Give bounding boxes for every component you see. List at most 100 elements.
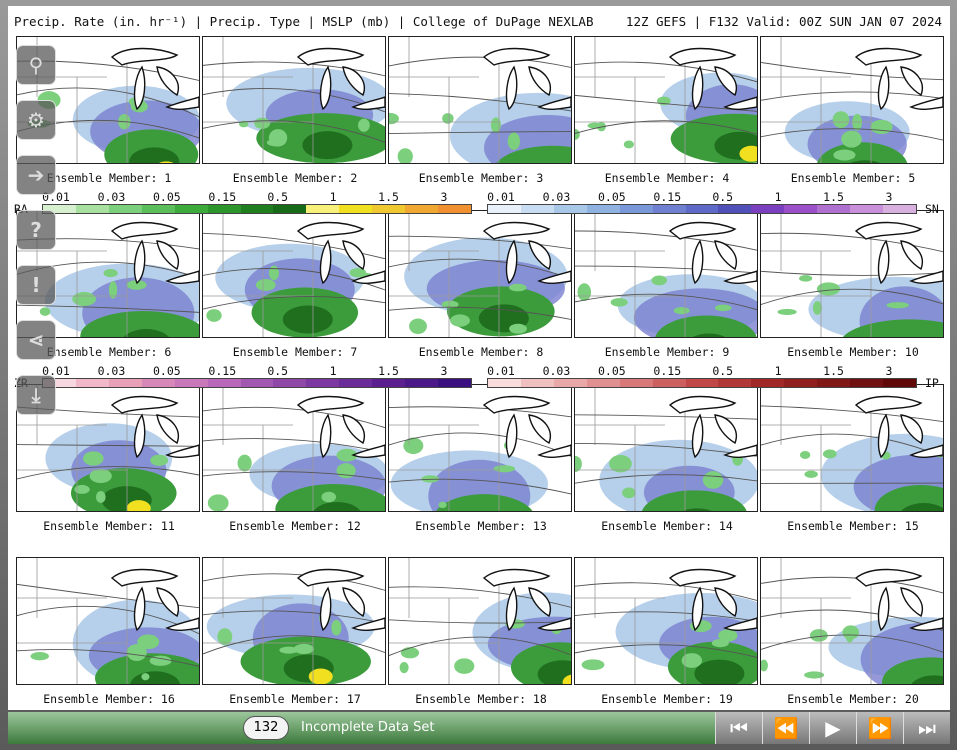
map-panel: [381, 36, 626, 196]
step-back-button[interactable]: ⏪: [762, 712, 809, 744]
panel-label: Ensemble Member: 16: [43, 692, 175, 706]
legend-tick-label: 1: [329, 364, 337, 378]
color-swatch: [174, 205, 208, 213]
legend-tick-label: 0.03: [542, 190, 571, 204]
first-frame-button[interactable]: ⏮: [715, 712, 762, 744]
run-info: 12Z GEFS | F132 Valid: 00Z SUN JAN 07 20…: [625, 14, 942, 29]
legend-tick-label: 0.03: [97, 364, 126, 378]
help-tool[interactable]: ?: [16, 210, 56, 250]
play-button[interactable]: ▶: [809, 712, 856, 744]
player-bar: 132 Incomplete Data Set ⏮ ⏪ ▶ ⏩ ⏭: [8, 712, 950, 744]
color-swatch: [553, 379, 587, 387]
color-swatch: [883, 205, 916, 213]
product-title: Precip. Rate (in. hr⁻¹) | Precip. Type |…: [14, 14, 594, 29]
location-tool[interactable]: ⚲: [16, 45, 56, 85]
panel-label: Ensemble Member: 20: [787, 692, 919, 706]
map-image: [202, 37, 393, 164]
color-swatch: [751, 379, 785, 387]
precip-type-label: IP: [925, 376, 939, 390]
legend-tick-label: 0.03: [542, 364, 571, 378]
color-swatch: [273, 205, 307, 213]
legend-tick-label: 0.15: [208, 190, 237, 204]
status-text: Incomplete Data Set: [301, 720, 435, 735]
legend-tick-label: 0.01: [487, 364, 515, 378]
map-panel: [16, 557, 210, 704]
color-bar: [487, 204, 917, 214]
panel-label: Ensemble Member: 14: [601, 519, 733, 533]
legend-tick-label: 1: [774, 190, 782, 204]
precip-type-label: SN: [925, 202, 939, 216]
color-swatch: [718, 205, 752, 213]
color-swatch: [520, 379, 554, 387]
share-tool[interactable]: ⋖: [16, 320, 56, 360]
download-tool[interactable]: ⤓: [16, 375, 56, 415]
map-image: [574, 211, 769, 366]
map-image: [760, 385, 957, 536]
map-panel: [388, 210, 572, 338]
map-image: [388, 385, 572, 545]
legend-tick-label: 0.05: [597, 364, 626, 378]
step-forward-button[interactable]: ⏩: [856, 712, 903, 744]
forward-tool[interactable]: ➔: [16, 155, 56, 195]
map-panel: [760, 210, 957, 370]
map-panel: [202, 36, 393, 164]
color-swatch: [784, 205, 818, 213]
panel-label: Ensemble Member: 5: [790, 171, 916, 185]
legend-tick-label: 3: [885, 364, 893, 378]
map-panel: [388, 557, 622, 693]
settings-tool[interactable]: ⚙: [16, 100, 56, 140]
color-swatch: [108, 379, 142, 387]
color-swatch: [751, 205, 785, 213]
map-image: [202, 211, 386, 338]
last-frame-button[interactable]: ⏭: [903, 712, 950, 744]
color-swatch: [817, 205, 851, 213]
map-image: [574, 558, 788, 692]
legend-tick-label: 3: [885, 190, 893, 204]
color-swatch: [685, 379, 719, 387]
alert-tool[interactable]: !: [16, 265, 56, 305]
legend-tick-label: 0.15: [653, 364, 682, 378]
map-panel: [570, 36, 803, 164]
color-swatch: [339, 205, 373, 213]
frame-number[interactable]: 132: [243, 716, 289, 740]
map-image: [202, 385, 393, 534]
map-image: [388, 558, 622, 693]
panel-label: Ensemble Member: 6: [46, 345, 172, 359]
color-swatch: [652, 205, 686, 213]
map-panel: [388, 384, 572, 545]
color-swatch: [273, 379, 307, 387]
map-image: [388, 211, 572, 337]
panel-label: Ensemble Member: 8: [418, 345, 544, 359]
color-swatch: [488, 205, 521, 213]
color-swatch: [43, 379, 76, 387]
panel-label: Ensemble Member: 18: [415, 692, 547, 706]
panel-label: Ensemble Member: 19: [601, 692, 733, 706]
panel-label: Ensemble Member: 4: [604, 171, 730, 185]
color-swatch: [520, 205, 554, 213]
map-panel: [202, 210, 386, 338]
color-swatch: [784, 379, 818, 387]
map-image: [568, 385, 760, 541]
color-swatch: [141, 379, 175, 387]
panel-label: Ensemble Member: 12: [229, 519, 361, 533]
map-panel: [574, 210, 769, 366]
color-swatch: [405, 205, 439, 213]
map-image: [570, 37, 803, 164]
map-panel: [759, 557, 957, 708]
color-swatch: [75, 379, 109, 387]
color-swatch: [817, 379, 851, 387]
map-image: [760, 37, 944, 193]
color-swatch: [174, 379, 208, 387]
legend-tick-label: 1.5: [823, 364, 844, 378]
color-swatch: [488, 379, 521, 387]
color-bar: [487, 378, 917, 388]
color-swatch: [685, 205, 719, 213]
legend-tick-label: 0.15: [208, 364, 237, 378]
color-swatch: [240, 205, 274, 213]
panel-label: Ensemble Member: 17: [229, 692, 361, 706]
legend-tick-label: 0.5: [267, 364, 289, 378]
panel-label: Ensemble Member: 10: [787, 345, 919, 359]
color-swatch: [75, 205, 109, 213]
map-image: [202, 558, 386, 687]
legend-tick-label: 0.03: [97, 190, 126, 204]
